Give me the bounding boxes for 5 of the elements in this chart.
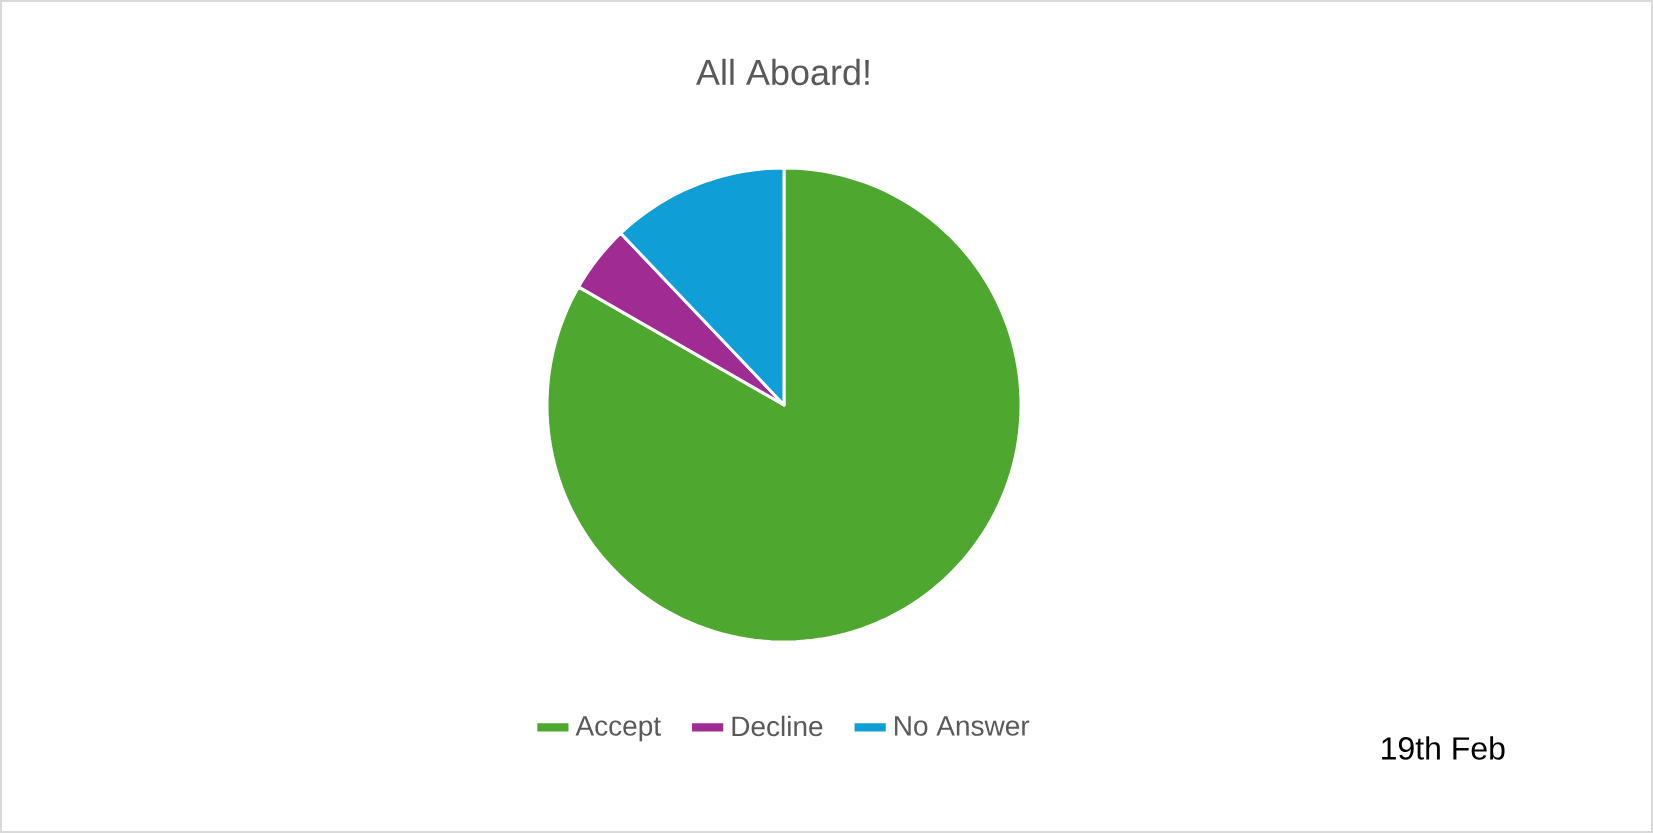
legend-label: Decline (732, 715, 823, 737)
text: 19th Feb (1382, 736, 1505, 760)
chart-title: All Aboard! (696, 58, 869, 86)
legend-label: Accept (575, 716, 661, 742)
legend-label: No Answer (895, 716, 1030, 736)
